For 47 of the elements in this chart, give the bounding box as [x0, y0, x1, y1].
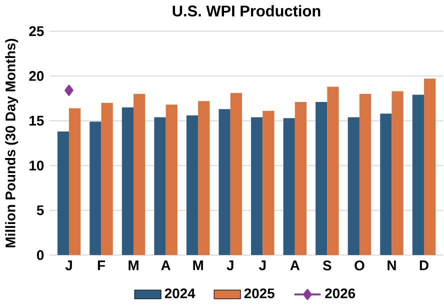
bar: [283, 118, 295, 256]
y-tick-label: 0: [36, 250, 44, 260]
bar: [122, 108, 134, 256]
x-tick-label: J: [258, 260, 266, 270]
y-tick-label: 20: [29, 71, 44, 82]
x-tick-label: M: [193, 260, 203, 270]
bar: [68, 108, 81, 256]
bar: [424, 78, 436, 256]
bar: [327, 86, 339, 256]
y-tick-label: 5: [36, 206, 44, 216]
legend-label: 2024: [164, 288, 196, 298]
x-tick-label: A: [161, 260, 170, 270]
x-tick-label: J: [226, 260, 234, 270]
bar: [348, 117, 360, 256]
bar: [251, 117, 263, 256]
x-tick-label: N: [388, 260, 396, 270]
y-axis-title: Million Pounds (30 Day Months): [5, 39, 18, 248]
bar: [230, 93, 242, 256]
bar: [262, 111, 274, 256]
bar: [412, 94, 424, 256]
bar: [186, 116, 198, 256]
bar: [154, 117, 166, 256]
bar: [198, 101, 210, 256]
bar: [380, 114, 392, 256]
bar: [57, 132, 69, 256]
legend-label: 2026: [325, 288, 356, 298]
bar: [359, 94, 372, 256]
y-tick-label: 15: [30, 116, 44, 126]
bar: [218, 109, 230, 256]
x-tick-label: J: [65, 260, 72, 270]
bar: [101, 103, 113, 256]
x-tick-label: S: [322, 260, 332, 271]
y-tick-label: 25: [29, 26, 44, 36]
bar: [294, 102, 307, 256]
chart-title: U.S. WPI Production: [172, 5, 320, 17]
bar: [316, 102, 328, 256]
x-tick-label: D: [420, 260, 428, 270]
legend-label: 2025: [244, 288, 274, 298]
bar: [392, 91, 404, 256]
bar: [134, 94, 146, 256]
x-tick-label: F: [98, 260, 106, 270]
x-tick-label: O: [354, 260, 364, 271]
bar: [166, 104, 178, 256]
y-tick-label: 10: [30, 160, 44, 171]
x-tick-label: A: [290, 260, 300, 270]
bar: [90, 122, 102, 256]
x-tick-label: M: [128, 260, 138, 270]
